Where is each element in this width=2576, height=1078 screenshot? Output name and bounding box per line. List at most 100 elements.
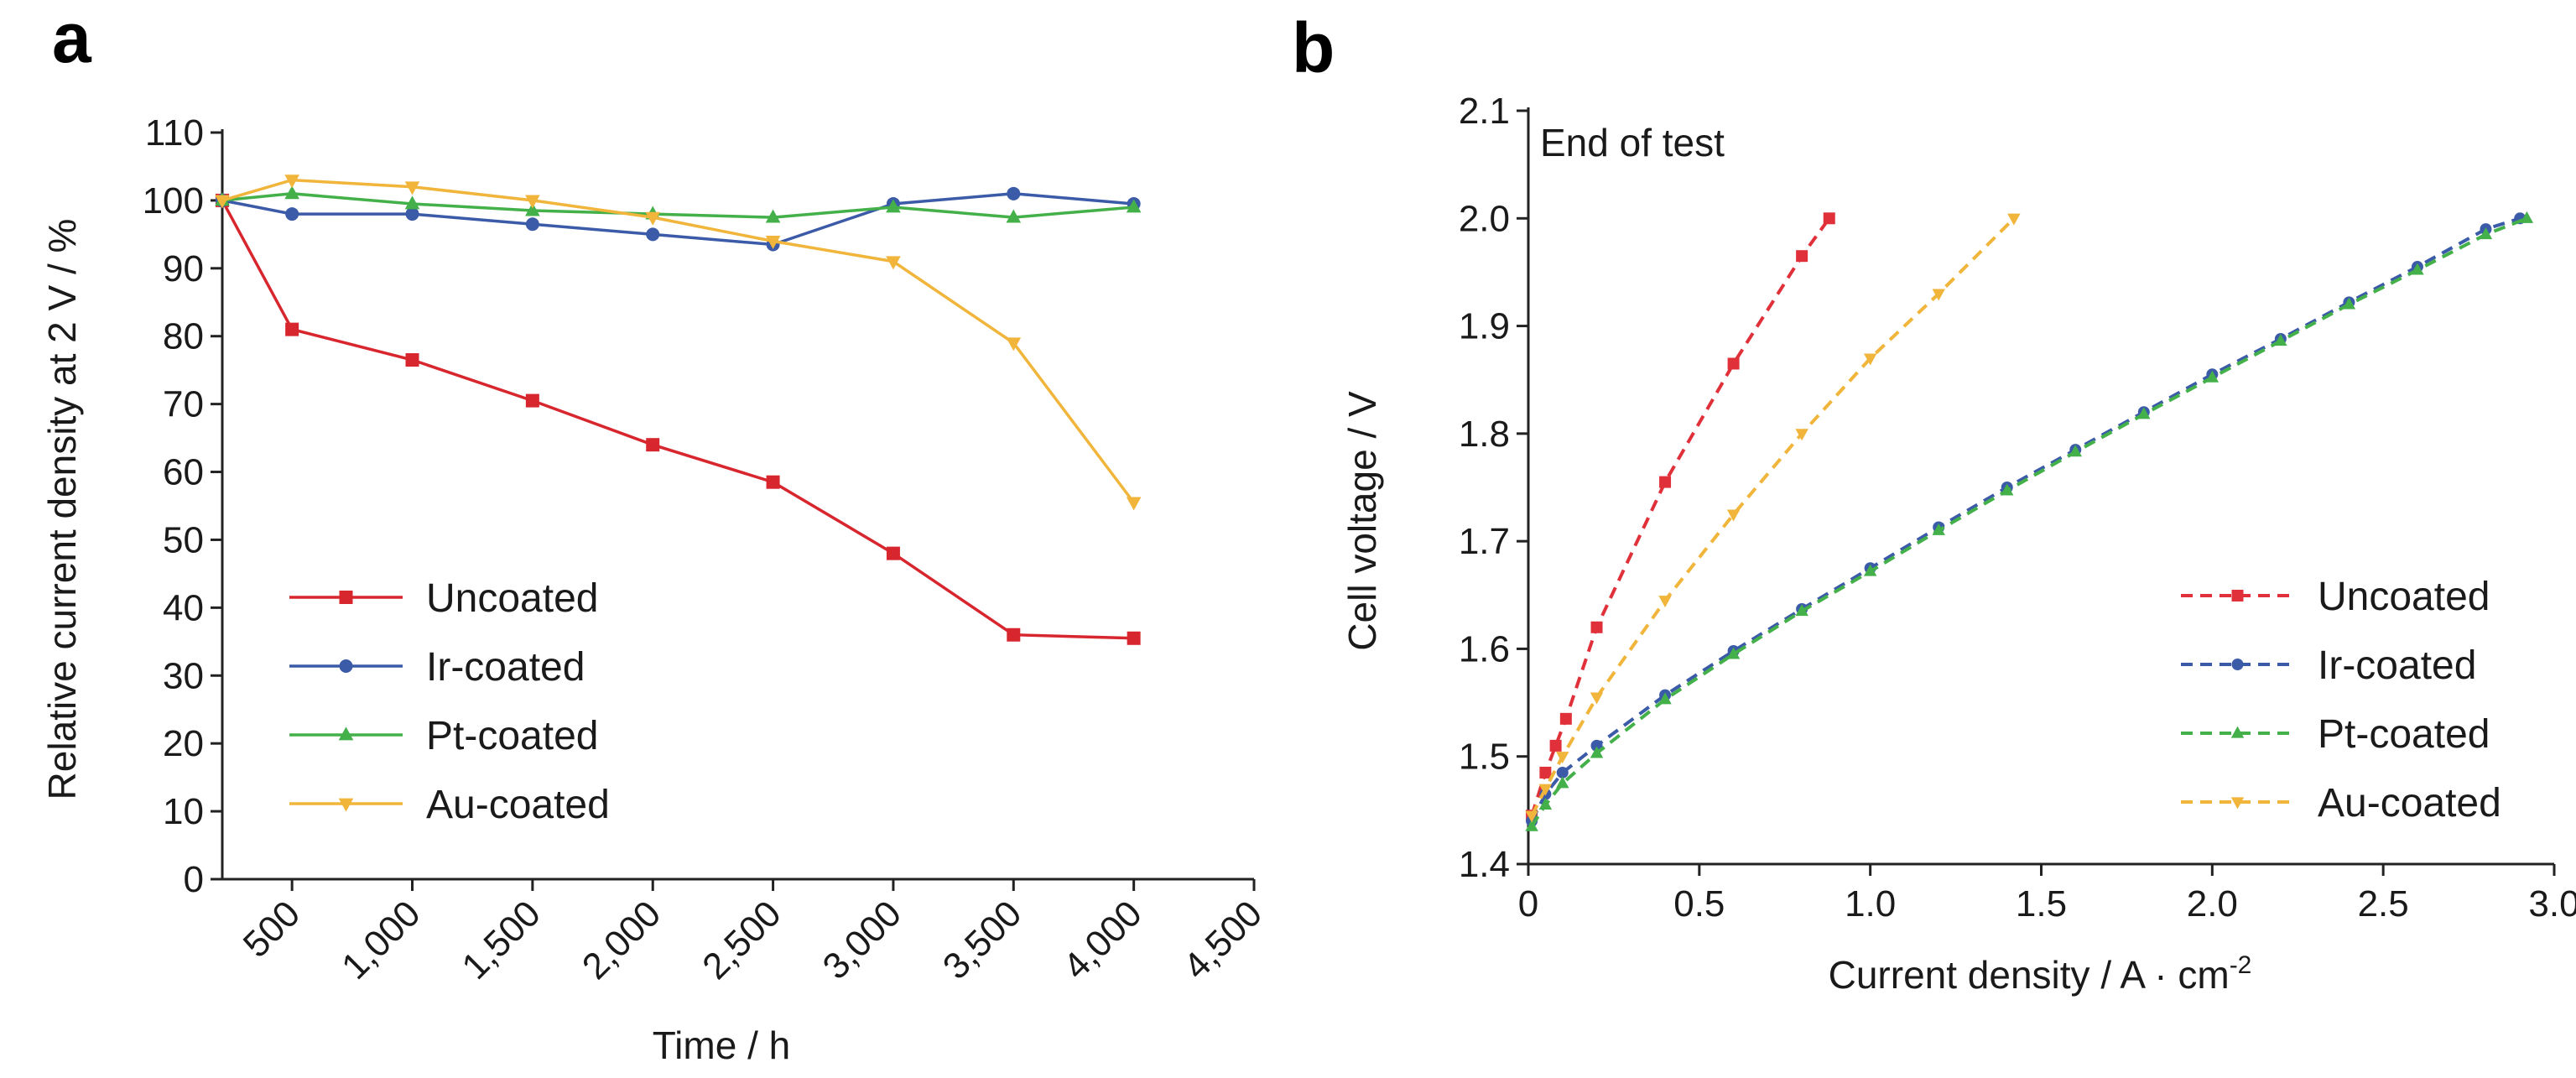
data-point-au-coated bbox=[1006, 337, 1022, 352]
legend-marker-pt-coated bbox=[2230, 726, 2245, 738]
series-uncoated bbox=[216, 193, 1141, 645]
data-point-pt-coated bbox=[1932, 523, 1945, 535]
data-point-pt-coated bbox=[2137, 407, 2151, 419]
data-point-pt-coated bbox=[1538, 798, 1553, 810]
y-tick-label: 1.9 bbox=[1459, 306, 1510, 347]
data-point-pt-coated bbox=[2411, 263, 2424, 275]
data-point-uncoated bbox=[1007, 628, 1021, 642]
x-tick-label: 1.5 bbox=[2016, 883, 2067, 924]
y-tick-label: 2.0 bbox=[1459, 198, 1510, 239]
data-point-au-coated bbox=[765, 236, 781, 250]
x-axis-title: Time / h bbox=[653, 1023, 790, 1067]
series-line-uncoated bbox=[1530, 217, 1831, 816]
series-group bbox=[215, 174, 1142, 645]
series-au-coated bbox=[215, 174, 1142, 511]
legend-label-pt-coated: Pt-coated bbox=[2318, 712, 2490, 757]
data-point-pt-coated bbox=[2069, 445, 2082, 457]
data-point-pt-coated bbox=[2479, 227, 2493, 240]
y-tick-label: 60 bbox=[163, 452, 204, 493]
y-axis-title: Cell voltage / V bbox=[1340, 391, 1384, 651]
data-point-pt-coated bbox=[2520, 211, 2534, 223]
legend-label-ir-coated: Ir-coated bbox=[2318, 643, 2476, 688]
data-point-uncoated bbox=[886, 546, 900, 560]
data-point-uncoated bbox=[1823, 212, 1835, 225]
data-point-uncoated bbox=[1727, 357, 1740, 370]
data-point-pt-coated bbox=[2274, 334, 2287, 346]
y-tick-label: 20 bbox=[163, 723, 204, 764]
data-point-pt-coated bbox=[765, 209, 781, 223]
y-tick-label: 80 bbox=[163, 316, 204, 357]
data-point-au-coated bbox=[645, 211, 661, 226]
x-tick-label: 500 bbox=[236, 893, 309, 966]
y-axis-title: Relative current density at 2 V / % bbox=[40, 219, 84, 800]
legend-label-uncoated: Uncoated bbox=[2318, 575, 2490, 619]
y-tick-label: 40 bbox=[163, 587, 204, 628]
data-point-uncoated bbox=[1539, 766, 1552, 779]
data-point-pt-coated bbox=[2001, 483, 2014, 496]
x-axis-title-superscript: -2 bbox=[2230, 951, 2252, 979]
legend-label-au-coated: Au-coated bbox=[426, 783, 610, 827]
y-tick-label: 2.1 bbox=[1459, 91, 1510, 132]
legend-marker-uncoated bbox=[339, 591, 353, 604]
data-point-pt-coated bbox=[404, 195, 420, 210]
data-point-au-coated bbox=[1726, 509, 1741, 522]
y-tick-label: 1.4 bbox=[1459, 844, 1510, 885]
data-point-pt-coated bbox=[1863, 564, 1877, 576]
y-tick-label: 30 bbox=[163, 655, 204, 696]
x-tick-label: 2.5 bbox=[2358, 883, 2409, 924]
legend: Uncoated Ir-coated Pt-coated Au-coated bbox=[289, 576, 610, 827]
y-tick-label: 90 bbox=[163, 248, 204, 289]
data-point-ir-coated bbox=[1556, 766, 1569, 779]
series-pt-coated bbox=[1525, 211, 2534, 831]
data-point-au-coated bbox=[525, 195, 540, 209]
chart-panel-b: 1.4 1.5 1.6 1.7 1.8 1.9 2.0 2.1 0 0.5 1.0 1.5 2.0 2.5… bbox=[1340, 91, 2576, 997]
legend-label-ir-coated: Ir-coated bbox=[426, 645, 585, 690]
chart-panel-a: 0 10 20 30 40 50 60 70 80 90 100 110 500 1,000 1,500 2,… bbox=[40, 112, 1270, 1067]
data-point-pt-coated bbox=[1006, 209, 1022, 223]
data-point-uncoated bbox=[525, 393, 539, 408]
y-tick-label: 10 bbox=[163, 791, 204, 832]
x-axis-title: Current density / A · cm-2 bbox=[1829, 951, 2252, 997]
x-tick-label: 3.0 bbox=[2528, 883, 2576, 924]
series-line-pt-coated bbox=[1530, 216, 2528, 828]
y-tick-label: 50 bbox=[163, 519, 204, 560]
data-point-pt-coated bbox=[284, 185, 299, 200]
series-pt-coated bbox=[215, 185, 1142, 223]
panel-label-b: b bbox=[1292, 8, 1335, 87]
series-line-uncoated bbox=[221, 200, 1134, 640]
legend-marker-pt-coated bbox=[338, 726, 354, 741]
y-tick-label: 70 bbox=[163, 384, 204, 425]
y-tick-label: 1.6 bbox=[1459, 628, 1510, 669]
legend-marker-au-coated bbox=[2230, 797, 2245, 810]
data-point-pt-coated bbox=[1556, 776, 1569, 789]
data-point-au-coated bbox=[1658, 596, 1672, 608]
data-point-uncoated bbox=[766, 475, 780, 489]
data-point-uncoated bbox=[1659, 476, 1672, 488]
x-tick-label: 4,000 bbox=[1055, 893, 1150, 987]
panel-label-a: a bbox=[52, 0, 92, 77]
y-tick-label: 1.8 bbox=[1459, 414, 1510, 455]
data-point-ir-coated bbox=[1590, 739, 1603, 752]
data-point-au-coated bbox=[1538, 784, 1553, 796]
data-point-pt-coated bbox=[2205, 370, 2220, 383]
data-point-uncoated bbox=[1590, 621, 1603, 633]
legend-marker-ir-coated bbox=[339, 659, 353, 673]
x-tick-label: 1,000 bbox=[334, 893, 429, 987]
data-point-pt-coated bbox=[886, 199, 901, 213]
annotation-end-of-test: End of test bbox=[1540, 121, 1725, 164]
data-point-pt-coated bbox=[1658, 692, 1672, 705]
y-tick-label: 100 bbox=[143, 180, 204, 221]
data-point-au-coated bbox=[1932, 289, 1945, 301]
data-point-au-coated bbox=[404, 181, 420, 195]
legend-label-uncoated: Uncoated bbox=[426, 576, 598, 621]
data-point-pt-coated bbox=[525, 202, 540, 216]
legend-marker-uncoated bbox=[2231, 590, 2244, 601]
x-tick-label: 1,500 bbox=[454, 893, 549, 987]
data-point-pt-coated bbox=[1126, 199, 1142, 213]
data-point-pt-coated bbox=[2342, 297, 2356, 310]
x-tick-label: 2.0 bbox=[2187, 883, 2238, 924]
data-point-au-coated bbox=[2007, 213, 2021, 226]
data-point-ir-coated bbox=[525, 217, 539, 232]
series-group bbox=[1525, 211, 2534, 831]
